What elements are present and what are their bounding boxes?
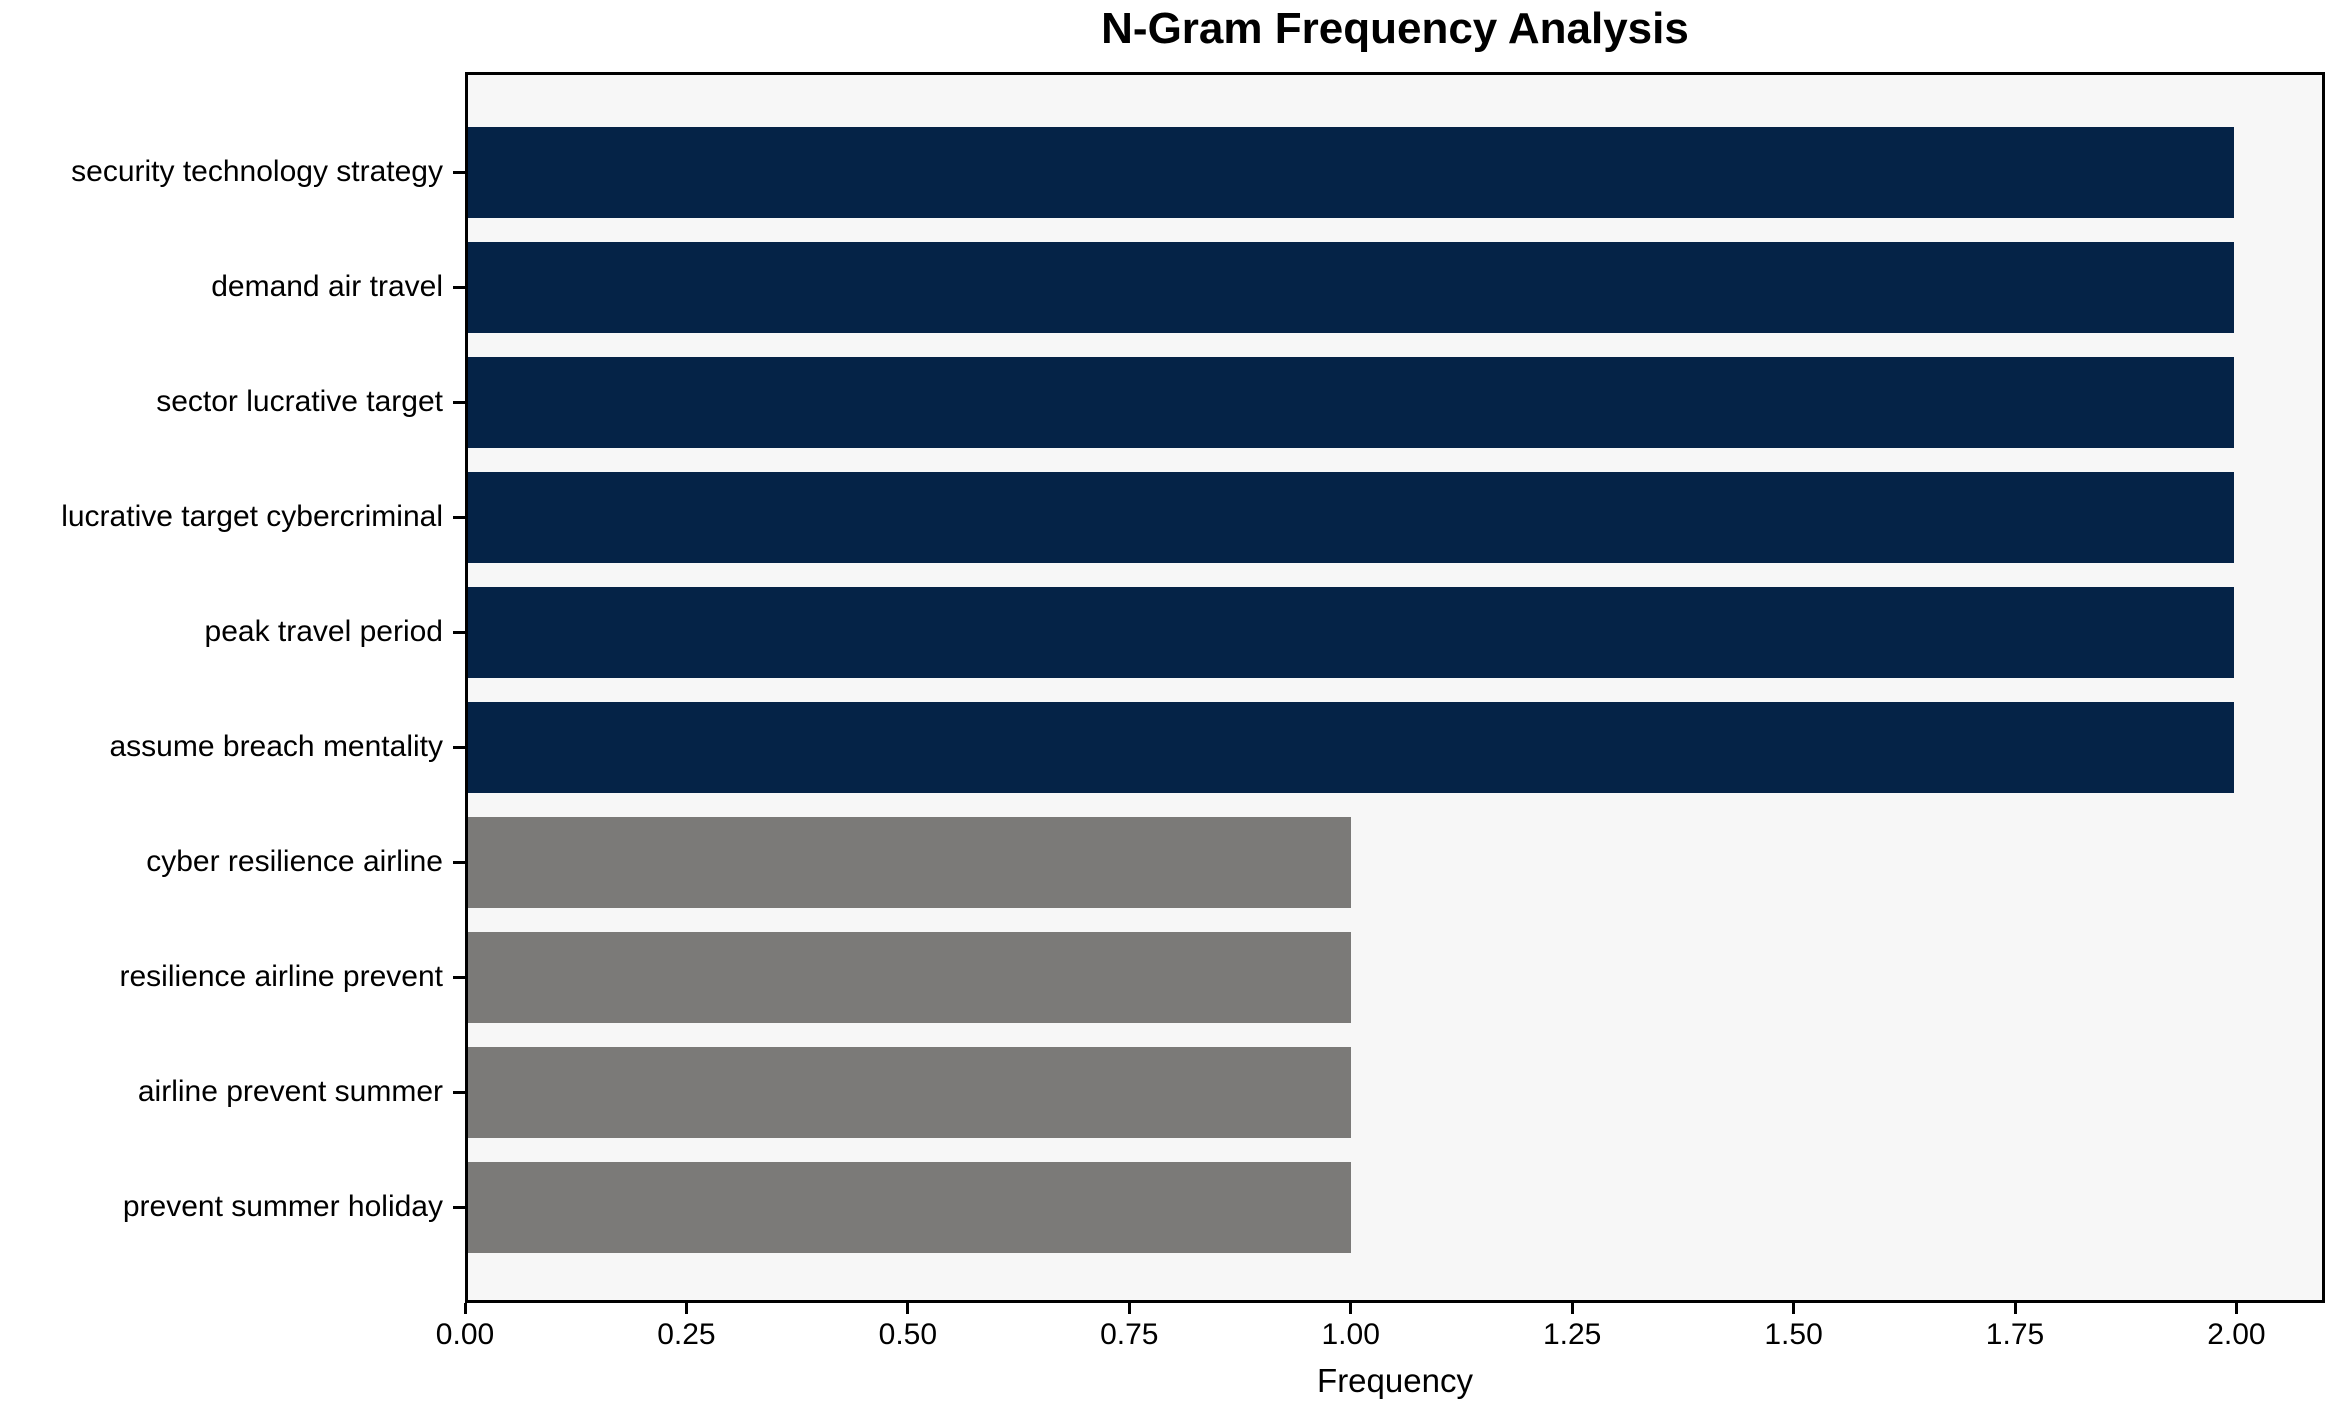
x-tick-mark: [1570, 1303, 1574, 1314]
chart-title: N-Gram Frequency Analysis: [1101, 4, 1689, 53]
y-tick-mark: [453, 746, 465, 749]
bar: [468, 586, 2234, 678]
y-category-label: sector lucrative target: [156, 385, 443, 418]
bar: [468, 816, 1351, 908]
x-tick-label: 0.75: [1100, 1318, 1159, 1351]
x-tick-mark: [684, 1303, 688, 1314]
bar: [468, 1161, 1351, 1253]
x-tick-mark: [906, 1303, 910, 1314]
x-tick-label: 1.25: [1542, 1318, 1602, 1351]
y-tick-mark: [453, 976, 465, 979]
x-tick-label: 1.75: [1985, 1318, 2045, 1351]
y-category-label: airline prevent summer: [137, 1075, 443, 1108]
plot-area: [465, 72, 2325, 1303]
x-tick-label: 2.00: [2207, 1318, 2266, 1351]
x-tick-label: 0.25: [657, 1318, 716, 1351]
y-category-label: cyber resilience airline: [146, 845, 443, 878]
x-tick-label: 1.00: [1321, 1318, 1380, 1351]
bar: [468, 471, 2234, 563]
y-tick-mark: [453, 516, 465, 519]
x-tick-mark: [1792, 1303, 1796, 1314]
x-tick-label: 0.00: [435, 1318, 495, 1351]
x-tick-label: 0.50: [878, 1318, 938, 1351]
x-tick-mark: [2234, 1303, 2238, 1314]
x-tick-mark: [1349, 1303, 1353, 1314]
y-tick-mark: [453, 401, 465, 404]
bar: [468, 356, 2234, 448]
y-category-label: security technology strategy: [71, 155, 443, 188]
y-tick-mark: [453, 861, 465, 864]
x-tick-mark: [463, 1303, 467, 1314]
x-tick-mark: [1127, 1303, 1131, 1314]
y-category-label: assume breach mentality: [109, 730, 444, 763]
bar: [468, 931, 1351, 1023]
y-tick-mark: [453, 1091, 465, 1094]
y-category-label: demand air travel: [211, 270, 443, 303]
y-tick-mark: [453, 171, 465, 174]
y-category-label: prevent summer holiday: [122, 1190, 443, 1223]
y-tick-mark: [453, 631, 465, 634]
y-category-label: resilience airline prevent: [119, 960, 444, 993]
y-category-label: peak travel period: [204, 615, 443, 648]
y-tick-mark: [453, 1206, 465, 1209]
y-tick-mark: [453, 286, 465, 289]
bar: [468, 241, 2234, 333]
y-category-label: lucrative target cybercriminal: [61, 500, 443, 533]
bar: [468, 126, 2234, 218]
bar: [468, 701, 2234, 793]
x-axis-label: Frequency: [1317, 1362, 1473, 1399]
x-tick-mark: [2013, 1303, 2017, 1314]
bar: [468, 1046, 1351, 1138]
x-tick-label: 1.50: [1764, 1318, 1823, 1351]
